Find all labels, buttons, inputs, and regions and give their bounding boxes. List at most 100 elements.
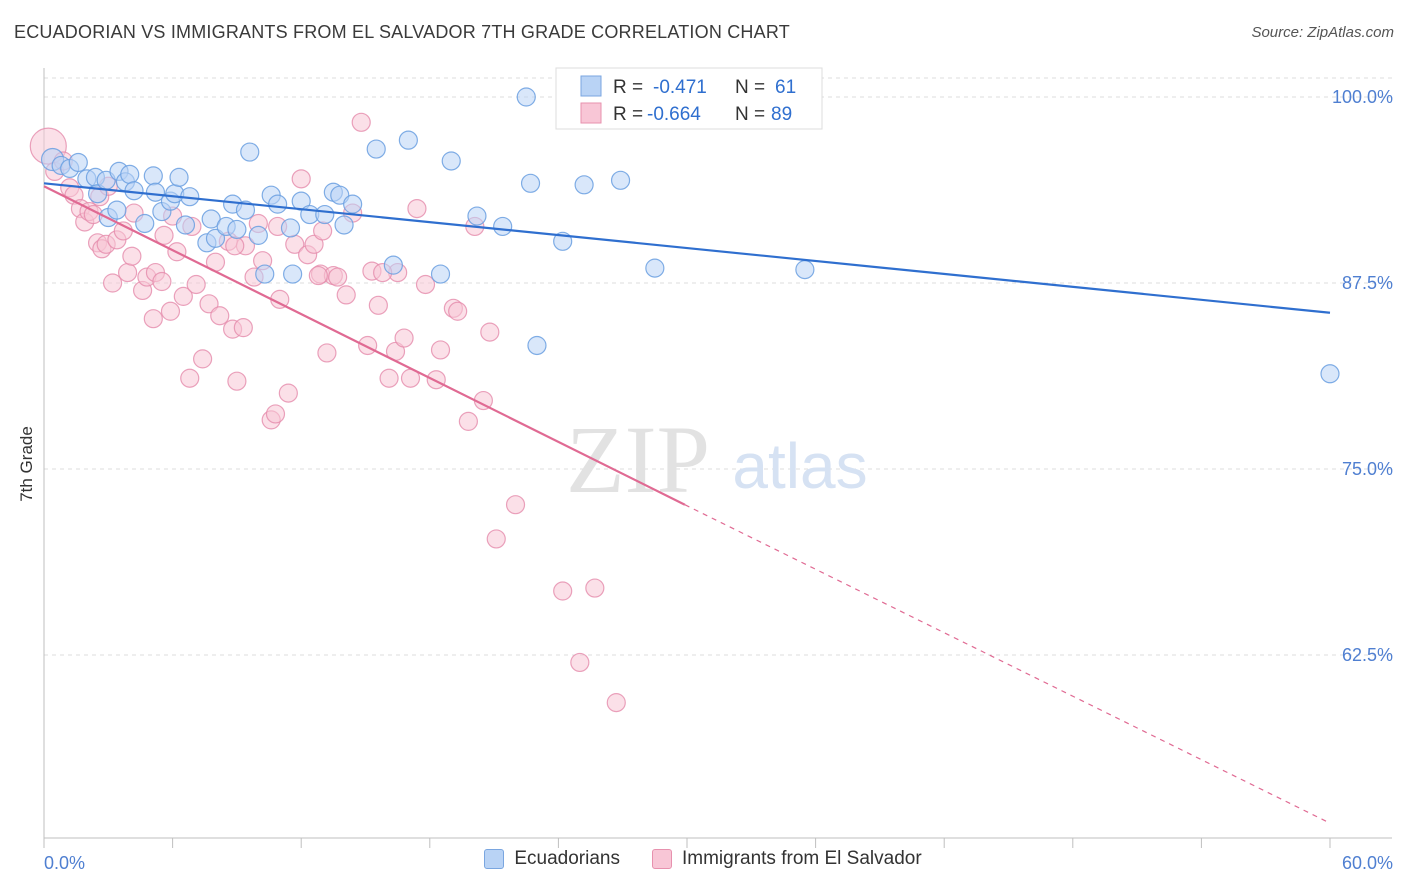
point-ecuadorian	[280, 218, 301, 238]
stats-n-value-1: 61	[775, 77, 796, 98]
grid-lines	[44, 77, 1392, 656]
legend-swatch-blue	[484, 849, 505, 869]
point-el-salvador	[173, 286, 193, 306]
watermark-atlas: atlas	[732, 430, 867, 502]
point-ecuadorian	[383, 255, 403, 275]
point-ecuadorian	[143, 166, 163, 186]
point-el-salvador	[317, 343, 337, 363]
trend-line-ecuadorians	[43, 182, 1331, 314]
point-el-salvador	[570, 652, 590, 673]
point-ecuadorian	[315, 204, 335, 225]
stats-n-value-2: 89	[771, 104, 792, 125]
y-tick-label: 100.0%	[1332, 87, 1393, 107]
y-tick-label: 87.5%	[1342, 273, 1393, 293]
point-el-salvador	[160, 301, 181, 321]
trend-lines	[43, 182, 1331, 824]
axes	[43, 68, 1392, 848]
point-ecuadorian	[366, 139, 386, 159]
point-ecuadorian	[205, 228, 226, 248]
legend-swatch-pink	[651, 849, 672, 869]
point-ecuadorian	[441, 151, 461, 171]
point-ecuadorian	[795, 260, 815, 280]
point-ecuadorian	[467, 206, 487, 226]
watermark-zip: ZIP	[566, 406, 710, 513]
point-el-salvador	[210, 306, 230, 326]
point-ecuadorian	[398, 130, 418, 150]
x-tick-label-min: 0.0%	[44, 853, 85, 873]
point-el-salvador	[180, 368, 200, 388]
legend-item-el-salvador[interactable]: Immigrants from El Salvador	[651, 848, 922, 870]
point-el-salvador	[328, 267, 348, 287]
stats-r-value-1: -0.471	[653, 77, 707, 98]
point-ecuadorian	[248, 225, 268, 245]
legend-label-el-salvador: Immigrants from El Salvador	[681, 848, 922, 869]
point-ecuadorian	[145, 182, 166, 202]
point-el-salvador	[351, 112, 371, 132]
point-el-salvador	[265, 404, 286, 424]
point-ecuadorian	[68, 152, 88, 173]
point-el-salvador	[193, 349, 213, 369]
point-el-salvador	[505, 495, 526, 515]
point-el-salvador	[336, 285, 356, 305]
point-el-salvador	[233, 318, 253, 338]
x-tick-label-max: 60.0%	[1342, 853, 1393, 873]
stats-n-label-1: N =	[735, 77, 765, 98]
point-el-salvador	[394, 328, 414, 348]
stats-legend-pink-swatch	[580, 102, 602, 124]
point-el-salvador	[368, 295, 388, 315]
stats-r-label-1: R =	[613, 77, 643, 98]
point-ecuadorian	[574, 175, 594, 195]
legend-item-ecuadorians[interactable]: Ecuadorians	[484, 848, 620, 870]
y-tick-labels: 62.5% 75.0% 87.5% 100.0%	[1332, 87, 1393, 665]
point-el-salvador	[304, 234, 324, 254]
point-el-salvador	[122, 246, 142, 266]
point-el-salvador	[117, 262, 138, 283]
point-ecuadorian	[227, 219, 247, 240]
point-el-salvador	[278, 383, 298, 403]
point-ecuadorian	[430, 264, 451, 284]
trend-line-el-salvador	[43, 185, 686, 506]
stats-r-value-2: -0.664	[647, 104, 701, 125]
point-el-salvador	[308, 265, 328, 286]
point-el-salvador	[102, 273, 123, 293]
point-el-salvador	[553, 581, 573, 601]
point-el-salvador	[225, 236, 245, 256]
point-el-salvador	[430, 340, 451, 360]
point-ecuadorian	[107, 200, 127, 220]
y-tick-label: 75.0%	[1342, 459, 1393, 479]
series-legend: Ecuadorians Immigrants from El Salvador	[0, 848, 1406, 870]
point-el-salvador	[585, 578, 605, 598]
watermark: ZIP atlas	[566, 406, 868, 513]
point-el-salvador	[606, 693, 626, 713]
point-el-salvador	[415, 274, 436, 295]
point-ecuadorian	[268, 194, 288, 214]
point-el-salvador	[358, 335, 378, 356]
y-axis-label: 7th Grade	[17, 426, 36, 502]
point-el-salvador	[313, 221, 333, 241]
legend-label-ecuadorians: Ecuadorians	[514, 848, 620, 869]
point-ecuadorian	[235, 200, 256, 220]
source-label: Source: ZipAtlas.com	[1251, 24, 1394, 41]
point-el-salvador	[227, 371, 247, 391]
point-el-salvador	[448, 301, 468, 321]
point-ecuadorian	[334, 215, 354, 235]
point-ecuadorian	[283, 264, 303, 284]
stats-legend-blue-swatch	[580, 75, 602, 97]
point-ecuadorian	[527, 335, 547, 356]
point-el-salvador	[486, 529, 506, 549]
point-ecuadorian	[520, 173, 541, 193]
point-el-salvador	[379, 368, 399, 388]
point-ecuadorian	[610, 170, 631, 190]
point-ecuadorian	[175, 215, 196, 235]
stats-legend: R = -0.471 N = 61 R = -0.664 N = 89	[555, 67, 823, 130]
point-el-salvador	[154, 225, 174, 245]
y-tick-label: 62.5%	[1342, 645, 1393, 665]
chart-title: ECUADORIAN VS IMMIGRANTS FROM EL SALVADO…	[14, 22, 790, 42]
point-el-salvador	[426, 370, 446, 390]
stats-n-label-2: N =	[735, 104, 765, 125]
point-ecuadorian	[493, 216, 513, 237]
point-ecuadorian	[343, 194, 363, 214]
point-ecuadorian	[255, 264, 275, 284]
point-el-salvador	[407, 199, 427, 219]
